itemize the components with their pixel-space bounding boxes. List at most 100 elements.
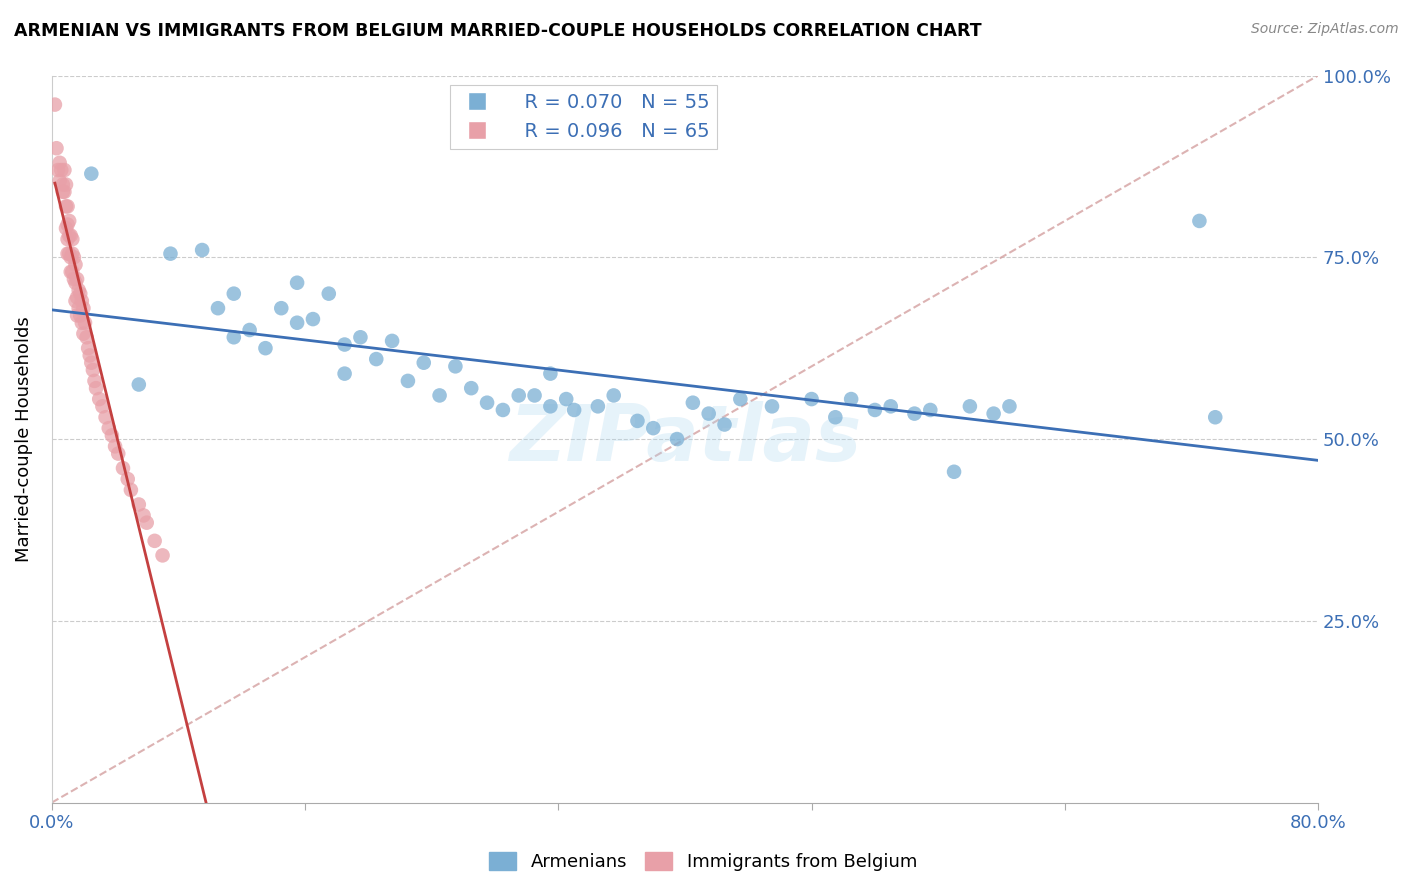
Point bbox=[48, 155, 70, 169]
Point bbox=[65, 293, 87, 308]
Point bbox=[396, 374, 419, 388]
Point bbox=[302, 312, 325, 326]
Point bbox=[66, 272, 89, 286]
Point bbox=[44, 97, 66, 112]
Point bbox=[52, 178, 75, 192]
Point bbox=[959, 400, 981, 414]
Point bbox=[48, 174, 70, 188]
Point bbox=[128, 498, 150, 512]
Point bbox=[52, 185, 75, 199]
Point bbox=[51, 163, 73, 178]
Point bbox=[60, 232, 83, 246]
Point bbox=[79, 348, 101, 362]
Point bbox=[254, 341, 277, 355]
Point bbox=[135, 516, 157, 530]
Point bbox=[333, 337, 356, 351]
Point bbox=[159, 246, 181, 260]
Point bbox=[104, 439, 127, 453]
Point bbox=[80, 356, 103, 370]
Point bbox=[83, 374, 105, 388]
Point bbox=[903, 407, 925, 421]
Point bbox=[59, 265, 82, 279]
Point bbox=[59, 250, 82, 264]
Point bbox=[56, 232, 79, 246]
Point bbox=[349, 330, 371, 344]
Point bbox=[492, 403, 515, 417]
Point bbox=[538, 400, 561, 414]
Point bbox=[59, 228, 82, 243]
Point bbox=[69, 286, 91, 301]
Point bbox=[943, 465, 966, 479]
Point bbox=[143, 533, 166, 548]
Point bbox=[983, 407, 1005, 421]
Point bbox=[60, 246, 83, 260]
Point bbox=[239, 323, 262, 337]
Point bbox=[730, 392, 752, 406]
Point bbox=[998, 400, 1021, 414]
Point bbox=[475, 395, 498, 409]
Point bbox=[53, 185, 76, 199]
Point bbox=[152, 549, 174, 563]
Point bbox=[555, 392, 578, 406]
Point bbox=[65, 258, 87, 272]
Point bbox=[713, 417, 735, 432]
Point bbox=[824, 410, 846, 425]
Point bbox=[84, 381, 107, 395]
Point bbox=[761, 400, 783, 414]
Point bbox=[602, 388, 624, 402]
Point bbox=[80, 167, 103, 181]
Point bbox=[800, 392, 823, 406]
Point bbox=[55, 199, 77, 213]
Point bbox=[460, 381, 482, 395]
Point bbox=[46, 163, 69, 178]
Point bbox=[920, 403, 942, 417]
Point bbox=[63, 250, 86, 264]
Text: ZIPatlas: ZIPatlas bbox=[509, 401, 860, 477]
Y-axis label: Married-couple Households: Married-couple Households bbox=[15, 316, 32, 562]
Point bbox=[111, 461, 134, 475]
Point bbox=[381, 334, 404, 348]
Point bbox=[120, 483, 142, 497]
Point bbox=[270, 301, 292, 315]
Point bbox=[508, 388, 530, 402]
Point bbox=[67, 301, 90, 315]
Point bbox=[60, 265, 83, 279]
Point bbox=[285, 316, 308, 330]
Point bbox=[77, 341, 100, 355]
Point bbox=[69, 309, 91, 323]
Point bbox=[70, 293, 93, 308]
Point bbox=[880, 400, 903, 414]
Point bbox=[285, 276, 308, 290]
Point bbox=[72, 301, 94, 315]
Point bbox=[67, 283, 90, 297]
Point bbox=[82, 363, 104, 377]
Point bbox=[191, 243, 214, 257]
Point bbox=[1188, 214, 1211, 228]
Point bbox=[523, 388, 546, 402]
Point bbox=[72, 326, 94, 341]
Point bbox=[682, 395, 704, 409]
Point bbox=[626, 414, 648, 428]
Point bbox=[76, 330, 98, 344]
Point bbox=[94, 410, 117, 425]
Point bbox=[1204, 410, 1226, 425]
Point bbox=[128, 377, 150, 392]
Point bbox=[58, 246, 80, 260]
Point bbox=[318, 286, 340, 301]
Point bbox=[56, 246, 79, 260]
Point bbox=[107, 447, 129, 461]
Point bbox=[117, 472, 139, 486]
Point bbox=[58, 214, 80, 228]
Point bbox=[55, 178, 77, 192]
Point bbox=[697, 407, 720, 421]
Point bbox=[91, 400, 114, 414]
Point bbox=[562, 403, 585, 417]
Point bbox=[222, 330, 245, 344]
Point bbox=[207, 301, 229, 315]
Point bbox=[45, 141, 67, 155]
Point bbox=[55, 221, 77, 235]
Point bbox=[132, 508, 155, 523]
Point bbox=[56, 199, 79, 213]
Point bbox=[366, 352, 388, 367]
Point bbox=[101, 428, 124, 442]
